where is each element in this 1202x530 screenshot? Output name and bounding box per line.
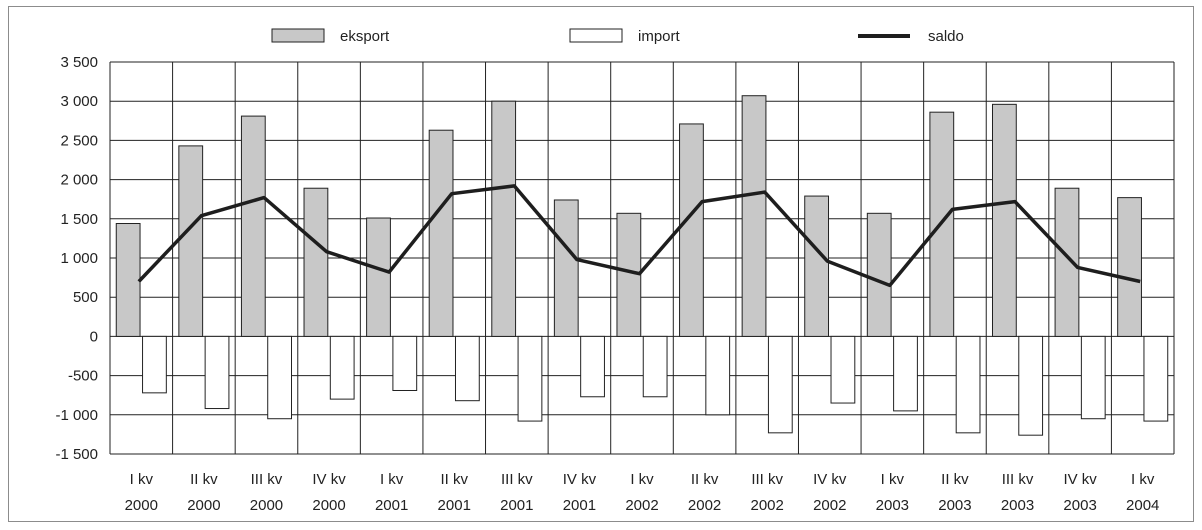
bar-eksport	[178, 145, 204, 337]
x-tick-label-year: 2003	[1001, 497, 1034, 514]
legend-swatch-eksport	[271, 28, 325, 43]
x-tick-label-year: 2000	[312, 497, 345, 514]
y-tick-label: 0	[90, 328, 98, 345]
bar-import	[580, 335, 605, 398]
bar-import	[454, 335, 480, 402]
bar-eksport	[491, 100, 517, 337]
x-tick-label-year: 2004	[1126, 497, 1159, 514]
x-tick-label-year: 2001	[563, 497, 596, 514]
x-tick-label: II kv	[941, 471, 969, 488]
x-tick-label-year: 2000	[187, 497, 220, 514]
x-tick-label-year: 2002	[625, 497, 658, 514]
x-tick-label-year: 2000	[250, 497, 283, 514]
bar-eksport	[1054, 187, 1080, 337]
bar-eksport	[240, 115, 266, 337]
x-tick-label-year: 2002	[688, 497, 721, 514]
y-tick-label: -1 000	[55, 407, 98, 424]
bar-eksport	[679, 123, 704, 337]
legend-swatch-import	[569, 28, 623, 43]
x-tick-label: IV kv	[1063, 471, 1097, 488]
x-tick-label: II kv	[190, 471, 218, 488]
x-tick-label-year: 2002	[750, 497, 783, 514]
x-tick-label: III kv	[751, 471, 783, 488]
bar-import	[1080, 335, 1106, 420]
x-tick-label: II kv	[440, 471, 468, 488]
x-tick-label-year: 2002	[813, 497, 846, 514]
y-tick-label: 1 500	[60, 211, 98, 228]
x-tick-label-year: 2001	[438, 497, 471, 514]
bar-import	[142, 335, 167, 394]
x-tick-label: III kv	[501, 471, 533, 488]
y-tick-label: 3 500	[60, 54, 98, 71]
x-tick-label: II kv	[691, 471, 719, 488]
bar-import	[1143, 335, 1169, 422]
x-tick-label-year: 2000	[125, 497, 158, 514]
x-tick-label: I kv	[1131, 471, 1155, 488]
bar-import	[392, 335, 418, 391]
x-tick-label: IV kv	[563, 471, 597, 488]
bar-import	[204, 335, 230, 410]
bar-import	[830, 335, 856, 404]
bar-import	[267, 335, 293, 420]
bar-import	[329, 335, 355, 400]
legend-label-saldo: saldo	[928, 28, 964, 45]
x-tick-label: III kv	[251, 471, 283, 488]
bar-eksport	[115, 223, 141, 337]
legend-label-import: import	[638, 28, 681, 45]
bar-eksport	[804, 195, 830, 337]
y-tick-label: 500	[73, 289, 98, 306]
bar-eksport	[366, 217, 391, 337]
bar-eksport	[741, 95, 767, 337]
bar-eksport	[1117, 197, 1142, 337]
bar-eksport	[991, 103, 1017, 337]
y-tick-label: -1 500	[55, 446, 98, 463]
bar-import	[893, 335, 918, 412]
bar-import	[517, 335, 543, 422]
y-tick-label: 2 500	[60, 132, 98, 149]
bar-import	[705, 335, 731, 416]
x-tick-label: III kv	[1002, 471, 1034, 488]
x-tick-label: I kv	[630, 471, 654, 488]
bar-eksport	[553, 199, 579, 337]
x-tick-label: I kv	[881, 471, 905, 488]
line-saldo	[137, 184, 1141, 288]
x-tick-label: IV kv	[813, 471, 847, 488]
x-tick-label-year: 2003	[876, 497, 909, 514]
x-tick-label-year: 2001	[375, 497, 408, 514]
x-tick-label: I kv	[130, 471, 154, 488]
bar-import	[1018, 335, 1044, 436]
y-tick-label: 1 000	[60, 250, 98, 267]
bar-eksport	[866, 212, 892, 337]
x-tick-label-year: 2001	[500, 497, 533, 514]
bar-eksport	[303, 187, 329, 337]
x-tick-label: IV kv	[312, 471, 346, 488]
x-tick-label-year: 2003	[938, 497, 971, 514]
bar-import	[955, 335, 981, 434]
bar-import	[642, 335, 668, 398]
bar-import	[767, 335, 793, 434]
bar-eksport	[428, 129, 454, 337]
x-tick-label: I kv	[380, 471, 404, 488]
y-tick-label: 2 000	[60, 172, 98, 189]
y-tick-label: -500	[68, 368, 98, 385]
y-tick-label: 3 000	[60, 93, 98, 110]
legend-label-eksport: eksport	[340, 28, 390, 45]
x-tick-label-year: 2003	[1063, 497, 1096, 514]
